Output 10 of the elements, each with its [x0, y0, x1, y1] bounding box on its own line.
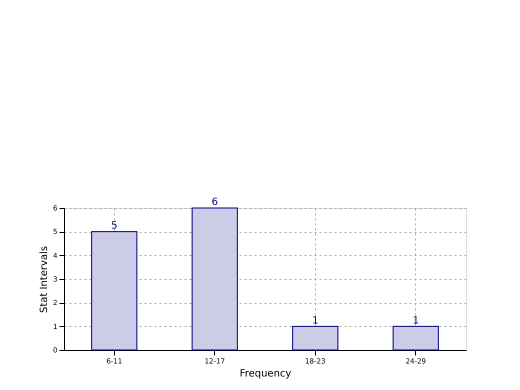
data-label: 1	[312, 315, 318, 326]
bar	[392, 326, 439, 350]
data-label: 5	[111, 220, 118, 232]
bar	[292, 326, 338, 350]
data-label: 1	[412, 315, 419, 326]
x-axis-title: Frequency	[240, 368, 292, 380]
y-axis-title: Stat Intervals	[39, 246, 50, 314]
bar	[192, 208, 238, 350]
data-label: 6	[212, 197, 218, 208]
bar	[91, 231, 138, 350]
